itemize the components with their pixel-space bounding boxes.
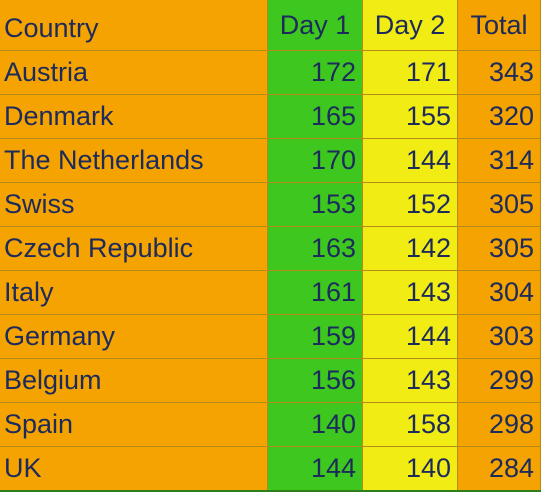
day1-cell: 170 — [267, 138, 363, 183]
header-day1: Day 1 — [267, 0, 363, 51]
day1-cell: 159 — [267, 314, 363, 359]
header-total: Total — [457, 0, 541, 51]
total-cell: 320 — [457, 94, 541, 139]
table-row: Czech Republic 163 142 305 — [0, 226, 541, 271]
table-row: UK 144 140 284 — [0, 446, 541, 492]
country-cell: Denmark — [0, 94, 268, 139]
day2-cell: 143 — [362, 358, 458, 403]
day2-cell: 152 — [362, 182, 458, 227]
header-row: Country Day 1 Day 2 Total — [0, 0, 541, 51]
country-cell: Swiss — [0, 182, 268, 227]
day1-cell: 161 — [267, 270, 363, 315]
country-cell: Belgium — [0, 358, 268, 403]
day2-cell: 142 — [362, 226, 458, 271]
table-row: Belgium 156 143 299 — [0, 358, 541, 403]
header-day2: Day 2 — [362, 0, 458, 51]
day2-cell: 140 — [362, 446, 458, 492]
table-row: The Netherlands 170 144 314 — [0, 138, 541, 183]
total-cell: 305 — [457, 226, 541, 271]
table-row: Spain 140 158 298 — [0, 402, 541, 447]
day2-cell: 171 — [362, 50, 458, 95]
day1-cell: 140 — [267, 402, 363, 447]
country-cell: Austria — [0, 50, 268, 95]
table-row: Denmark 165 155 320 — [0, 94, 541, 139]
header-country: Country — [0, 0, 268, 51]
country-cell: Germany — [0, 314, 268, 359]
country-cell: Czech Republic — [0, 226, 268, 271]
day1-cell: 156 — [267, 358, 363, 403]
total-cell: 304 — [457, 270, 541, 315]
country-cell: UK — [0, 446, 268, 492]
day2-cell: 155 — [362, 94, 458, 139]
table-row: Swiss 153 152 305 — [0, 182, 541, 227]
day1-cell: 153 — [267, 182, 363, 227]
day2-cell: 144 — [362, 138, 458, 183]
day2-cell: 143 — [362, 270, 458, 315]
total-cell: 299 — [457, 358, 541, 403]
total-cell: 305 — [457, 182, 541, 227]
country-cell: Italy — [0, 270, 268, 315]
total-cell: 284 — [457, 446, 541, 492]
table-row: Austria 172 171 343 — [0, 50, 541, 95]
country-cell: Spain — [0, 402, 268, 447]
day2-cell: 144 — [362, 314, 458, 359]
table-row: Germany 159 144 303 — [0, 314, 541, 359]
day1-cell: 165 — [267, 94, 363, 139]
total-cell: 314 — [457, 138, 541, 183]
day1-cell: 163 — [267, 226, 363, 271]
total-cell: 303 — [457, 314, 541, 359]
day2-cell: 158 — [362, 402, 458, 447]
day1-cell: 172 — [267, 50, 363, 95]
country-cell: The Netherlands — [0, 138, 268, 183]
day1-cell: 144 — [267, 446, 363, 492]
total-cell: 343 — [457, 50, 541, 95]
total-cell: 298 — [457, 402, 541, 447]
table-row: Italy 161 143 304 — [0, 270, 541, 315]
